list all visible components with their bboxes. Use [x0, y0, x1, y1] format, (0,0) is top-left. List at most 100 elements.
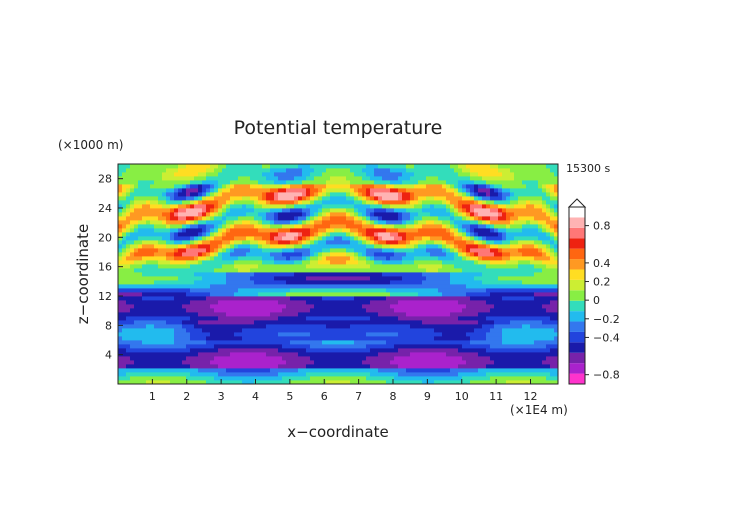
heatmap-cell [174, 196, 179, 201]
heatmap-cell [182, 240, 187, 245]
heatmap-cell [258, 204, 263, 209]
heatmap-cell [186, 260, 191, 265]
heatmap-cell [338, 228, 343, 233]
heatmap-cell [346, 252, 351, 257]
heatmap-cell [174, 280, 179, 285]
heatmap-cell [442, 192, 447, 197]
heatmap-cell [462, 284, 467, 289]
heatmap-cell [258, 348, 263, 353]
heatmap-cell [130, 252, 135, 257]
heatmap-cell [278, 172, 283, 177]
heatmap-cell [134, 364, 139, 369]
heatmap-cell [202, 364, 207, 369]
heatmap-cell [194, 376, 199, 381]
heatmap-cell [174, 380, 179, 385]
heatmap-cell [414, 204, 419, 209]
heatmap-cell [342, 168, 347, 173]
heatmap-cell [418, 308, 423, 313]
heatmap-cell [258, 380, 263, 385]
heatmap-cell [266, 220, 271, 225]
heatmap-cell [414, 272, 419, 277]
heatmap-cell [398, 236, 403, 241]
heatmap-cell [354, 228, 359, 233]
heatmap-cell [202, 284, 207, 289]
heatmap-cell [378, 344, 383, 349]
heatmap-cell [478, 352, 483, 357]
heatmap-cell [290, 244, 295, 249]
heatmap-cell [434, 164, 439, 169]
heatmap-cell [290, 256, 295, 261]
heatmap-cell [418, 284, 423, 289]
heatmap-cell [182, 180, 187, 185]
heatmap-cell [182, 216, 187, 221]
heatmap-cell [310, 304, 315, 309]
heatmap-cell [170, 316, 175, 321]
heatmap-cell [366, 224, 371, 229]
heatmap-cell [382, 364, 387, 369]
heatmap-cell [290, 344, 295, 349]
heatmap-cell [266, 360, 271, 365]
heatmap-cell [218, 284, 223, 289]
heatmap-cell [446, 296, 451, 301]
heatmap-cell [398, 308, 403, 313]
heatmap-cell [370, 284, 375, 289]
heatmap-cell [234, 372, 239, 377]
heatmap-cell [294, 336, 299, 341]
heatmap-cell [458, 200, 463, 205]
heatmap-cell [230, 184, 235, 189]
heatmap-cell [230, 200, 235, 205]
heatmap-cell [478, 256, 483, 261]
heatmap-cell [438, 192, 443, 197]
heatmap-cell [458, 376, 463, 381]
heatmap-cell [182, 300, 187, 305]
heatmap-cell [398, 376, 403, 381]
heatmap-cell [382, 328, 387, 333]
heatmap-cell [202, 216, 207, 221]
heatmap-cell [330, 304, 335, 309]
heatmap-cell [146, 312, 151, 317]
heatmap-cell [266, 324, 271, 329]
heatmap-cell [290, 172, 295, 177]
heatmap-cell [242, 304, 247, 309]
heatmap-cell [134, 332, 139, 337]
heatmap-cell [178, 292, 183, 297]
heatmap-cell [366, 328, 371, 333]
heatmap-cell [194, 344, 199, 349]
heatmap-cell [146, 372, 151, 377]
heatmap-cell [446, 192, 451, 197]
heatmap-cell [410, 200, 415, 205]
heatmap-cell [338, 164, 343, 169]
heatmap-cell [170, 300, 175, 305]
heatmap-cell [286, 296, 291, 301]
heatmap-cell [270, 244, 275, 249]
heatmap-cell [154, 228, 159, 233]
heatmap-cell [322, 332, 327, 337]
heatmap-cell [302, 328, 307, 333]
heatmap-cell [446, 208, 451, 213]
heatmap-cell [466, 316, 471, 321]
heatmap-cell [266, 196, 271, 201]
heatmap-cell [126, 296, 131, 301]
heatmap-cell [286, 240, 291, 245]
heatmap-cell [446, 332, 451, 337]
heatmap-cell [306, 244, 311, 249]
heatmap-cell [322, 264, 327, 269]
heatmap-cell [334, 300, 339, 305]
heatmap-cell [286, 356, 291, 361]
heatmap-cell [302, 300, 307, 305]
heatmap-cell [318, 356, 323, 361]
heatmap-cell [118, 376, 123, 381]
heatmap-cell [146, 248, 151, 253]
heatmap-cell [150, 264, 155, 269]
heatmap-cell [126, 292, 131, 297]
heatmap-cell [266, 372, 271, 377]
heatmap-cell [174, 348, 179, 353]
heatmap-cell [250, 280, 255, 285]
heatmap-cell [354, 304, 359, 309]
heatmap-cell [374, 372, 379, 377]
heatmap-cell [290, 304, 295, 309]
heatmap-cell [122, 216, 127, 221]
heatmap-cell [186, 200, 191, 205]
heatmap-cell [390, 244, 395, 249]
heatmap-cell [410, 232, 415, 237]
